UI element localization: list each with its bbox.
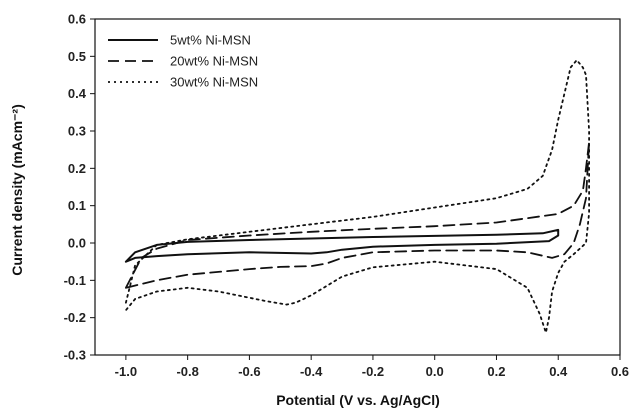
y-tick-label: 0.2 xyxy=(68,161,86,176)
series-line-2 xyxy=(125,141,590,289)
y-tick-label: 0.5 xyxy=(68,49,86,64)
y-tick-label: 0.3 xyxy=(68,124,86,139)
y-tick-label: 0.4 xyxy=(68,86,87,101)
x-tick-label: -0.4 xyxy=(300,364,323,379)
x-tick-label: -0.8 xyxy=(176,364,198,379)
x-tick-label: -0.6 xyxy=(238,364,260,379)
axes: -1.0 -0.8 -0.6 -0.4 -0.2 0.0 0.2 0.4 0.6 -0.3 -0.2… xyxy=(64,12,629,380)
legend-label-3: 30wt% Ni-MSN xyxy=(170,75,258,90)
x-tick-label: 0.2 xyxy=(487,364,505,379)
y-tick-label: -0.1 xyxy=(64,273,86,288)
x-tick-label: 0.0 xyxy=(426,364,444,379)
y-tick-label: -0.3 xyxy=(64,348,86,363)
y-tick-label: 0.6 xyxy=(68,12,86,27)
x-axis-title: Potential (V vs. Ag/AgCl) xyxy=(276,392,440,408)
plot-frame xyxy=(94,18,621,356)
y-tick-label: -0.2 xyxy=(64,310,86,325)
series-line-1 xyxy=(124,228,560,263)
series-line-3 xyxy=(125,59,590,334)
x-tick-label: -0.2 xyxy=(362,364,384,379)
y-axis-title: Current density (mAcm⁻²) xyxy=(9,104,25,276)
legend: 5wt% Ni-MSN 20wt% Ni-MSN 30wt% Ni-MSN xyxy=(108,33,258,90)
x-tick-label: 0.4 xyxy=(549,364,568,379)
x-tick-label: 0.6 xyxy=(611,364,629,379)
y-tick-label: 0.1 xyxy=(68,198,86,213)
legend-label-2: 20wt% Ni-MSN xyxy=(170,54,258,69)
x-tick-label: -1.0 xyxy=(115,364,137,379)
y-tick-label: 0.0 xyxy=(68,236,86,251)
legend-label-1: 5wt% Ni-MSN xyxy=(170,33,251,48)
plot-area xyxy=(124,59,590,334)
